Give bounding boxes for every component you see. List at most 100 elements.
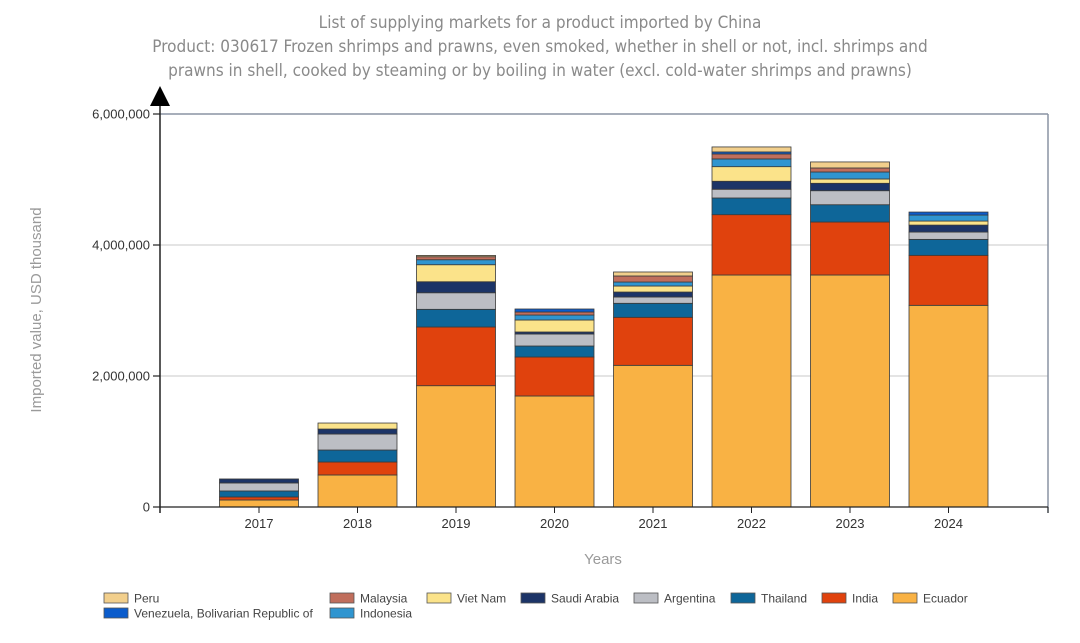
- bar-segment-thailand: [810, 204, 890, 223]
- bar-segment-ecuador: [219, 499, 299, 508]
- bar-segment-malaysia: [711, 153, 792, 160]
- x-tick-label: 2024: [934, 516, 963, 531]
- legend-swatch: [426, 592, 452, 604]
- bar-stack: [514, 308, 595, 508]
- bar-segment-malaysia: [514, 311, 595, 316]
- bar-segment-ecuador: [514, 395, 595, 508]
- x-axis-ticks: 2017 2018 2019 2020 2021 2022 2023 2024: [245, 507, 1049, 531]
- legend-label: Argentina: [664, 592, 716, 606]
- y-tick-label: 4,000,000: [92, 238, 150, 253]
- bar-segment-argentina: [219, 482, 299, 492]
- gridlines: [160, 244, 1048, 377]
- bar-segment-indonesia: [416, 259, 496, 266]
- bar-segment-ecuador: [711, 274, 792, 508]
- bar-segment-viet-nam: [711, 166, 792, 182]
- bar-segment-saudi-arabia: [908, 224, 989, 233]
- x-axis-title: Years: [584, 551, 622, 568]
- legend-label: India: [852, 592, 878, 606]
- bar-segment-argentina: [810, 190, 890, 206]
- bar-stack: [810, 161, 890, 508]
- chart-subtitle-line-1: Product: 030617 Frozen shrimps and prawn…: [152, 37, 928, 57]
- legend-label: Thailand: [761, 592, 807, 606]
- legend-item: Malaysia: [329, 592, 408, 606]
- legend-label: Viet Nam: [457, 592, 506, 606]
- bar-segment-viet-nam: [613, 285, 693, 293]
- legend-label: Venezuela, Bolivarian Republic of: [134, 607, 313, 621]
- bar-segment-venezuela-bolivarian-republic-of: [514, 308, 595, 313]
- bar-segment-ecuador: [908, 304, 989, 508]
- bar-segment-india: [514, 356, 595, 397]
- legend-label: Peru: [134, 592, 159, 606]
- bar-segment-saudi-arabia: [711, 180, 792, 190]
- chart-title: List of supplying markets for a product …: [318, 13, 762, 33]
- x-tick-label: 2017: [245, 516, 274, 531]
- bar-segment-thailand: [219, 490, 299, 498]
- legend-swatch: [821, 592, 847, 604]
- bar-stack: [908, 211, 989, 508]
- bar-segment-thailand: [317, 449, 398, 463]
- legend-swatch: [730, 592, 756, 604]
- bar-segment-india: [810, 221, 890, 276]
- bar-segment-thailand: [908, 238, 989, 256]
- bar-segment-saudi-arabia: [810, 182, 890, 192]
- bar-stack: [613, 271, 693, 508]
- chart-subtitle-line-2: prawns in shell, cooked by steaming or b…: [168, 61, 912, 81]
- legend-swatch: [892, 592, 918, 604]
- bar-segment-india: [317, 461, 398, 476]
- bar-segment-indonesia: [613, 281, 693, 287]
- bar-segment-saudi-arabia: [416, 281, 496, 294]
- y-axis-ticks: 0 2,000,000 4,000,000 6,000,000: [92, 107, 160, 515]
- bar-segment-indonesia: [810, 171, 890, 180]
- bar-segment-india: [416, 326, 496, 387]
- bar-stack: [317, 422, 398, 508]
- x-tick-label: 2019: [442, 516, 471, 531]
- bar-segment-india: [613, 316, 693, 366]
- bars: [219, 146, 989, 508]
- bar-segment-india: [711, 214, 792, 276]
- bar-segment-ecuador: [810, 274, 890, 508]
- y-axis-arrow-icon: [150, 86, 170, 106]
- bar-segment-thailand: [711, 197, 792, 216]
- bar-segment-argentina: [908, 231, 989, 240]
- bar-segment-argentina: [514, 333, 595, 347]
- legend-item: India: [821, 592, 878, 606]
- bar-segment-ecuador: [416, 385, 496, 508]
- legend-label: Indonesia: [360, 607, 412, 621]
- legend-item: Indonesia: [329, 607, 412, 621]
- legend-label: Malaysia: [360, 592, 408, 606]
- bar-segment-indonesia: [908, 214, 989, 222]
- bar-segment-saudi-arabia: [317, 428, 398, 435]
- axes: [150, 86, 1049, 513]
- legend-swatch: [103, 607, 129, 619]
- y-tick-label: 0: [143, 500, 150, 515]
- legend-item: Ecuador: [892, 592, 968, 606]
- bar-segment-indonesia: [711, 158, 792, 168]
- legend-item: Viet Nam: [426, 592, 506, 606]
- x-tick-label: 2023: [836, 516, 865, 531]
- bar-segment-ecuador: [613, 364, 693, 508]
- bar-segment-argentina: [711, 188, 792, 199]
- bar-segment-india: [219, 496, 299, 501]
- bar-segment-viet-nam: [514, 319, 595, 333]
- bar-segment-ecuador: [317, 474, 398, 508]
- bar-segment-saudi-arabia: [613, 291, 693, 298]
- legend-swatch: [329, 607, 355, 619]
- bar-segment-peru: [416, 255, 496, 258]
- legend-item: Argentina: [633, 592, 716, 606]
- legend-label: Saudi Arabia: [551, 592, 619, 606]
- bar-stack: [219, 478, 299, 508]
- bar-segment-thailand: [514, 345, 595, 358]
- bar-segment-viet-nam: [810, 178, 890, 184]
- bar-segment-viet-nam: [908, 220, 989, 226]
- legend-swatch: [329, 592, 355, 604]
- bar-segment-malaysia: [613, 275, 693, 283]
- legend-item: Peru: [103, 592, 159, 606]
- bar-segment-argentina: [317, 433, 398, 451]
- legend-item: Venezuela, Bolivarian Republic of: [103, 607, 313, 621]
- x-tick-label: 2021: [639, 516, 668, 531]
- bar-segment-peru: [613, 271, 693, 277]
- x-tick-label: 2020: [540, 516, 569, 531]
- legend-swatch: [520, 592, 546, 604]
- bar-stack: [711, 146, 792, 508]
- bar-segment-indonesia: [514, 314, 595, 321]
